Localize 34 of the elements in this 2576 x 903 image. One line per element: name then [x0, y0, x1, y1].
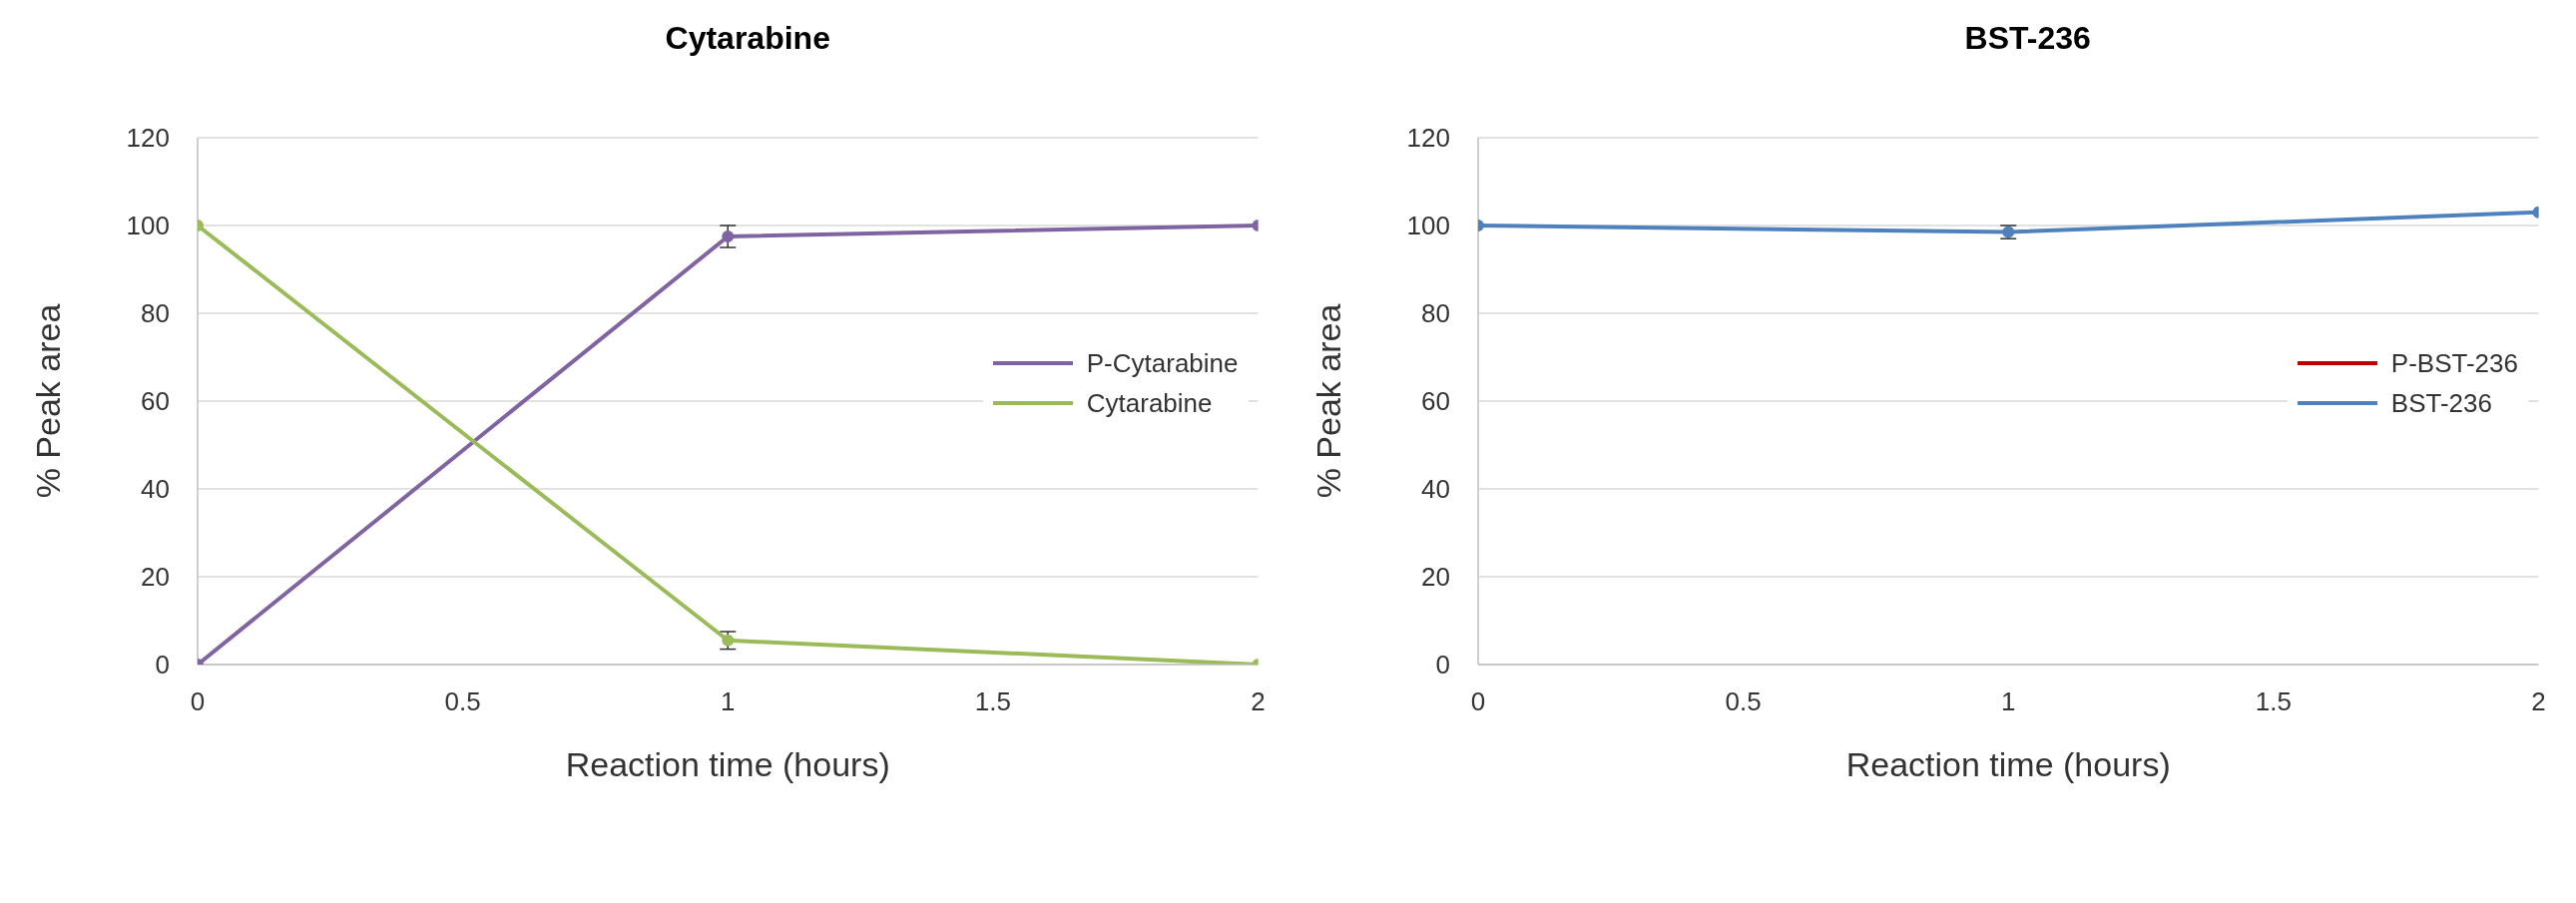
y-tick-label: 40 [141, 474, 170, 505]
y-tick-label: 20 [141, 562, 170, 593]
y-tick-label: 0 [155, 650, 170, 680]
x-tick-label: 0.5 [444, 686, 481, 717]
legend-label: P-Cytarabine [1086, 347, 1239, 379]
y-tick-label: 60 [141, 386, 170, 417]
y-tick-label: 80 [141, 298, 170, 329]
x-axis-title: Reaction time (hours) [565, 745, 890, 783]
y-tick-label: 120 [126, 123, 170, 154]
legend-label: Cytarabine [1086, 387, 1213, 419]
legend-label: BST-236 [2390, 387, 2492, 419]
y-tick-label: 80 [1420, 298, 1450, 329]
x-tick-label: 1 [721, 686, 736, 717]
y-axis-title: % Peak area [1308, 303, 1347, 499]
x-tick-label: 0 [190, 686, 206, 717]
x-tick-label: 0 [1470, 686, 1485, 717]
y-tick-label: 100 [126, 211, 170, 241]
y-axis-title: % Peak area [29, 303, 68, 499]
x-tick-label: 2 [1251, 686, 1266, 717]
x-tick-label: 2 [2530, 686, 2546, 717]
legend-label: P-BST-236 [2390, 347, 2518, 379]
x-tick-label: 1.5 [2255, 686, 2292, 717]
y-tick-label: 20 [1420, 562, 1450, 593]
y-tick-label: 60 [1420, 386, 1450, 417]
x-axis-title: Reaction time (hours) [1845, 745, 2171, 783]
y-tick-label: 120 [1406, 123, 1450, 154]
y-tick-label: 0 [1435, 650, 1450, 680]
x-tick-label: 1 [2000, 686, 2015, 717]
x-tick-label: 0.5 [1725, 686, 1762, 717]
y-tick-label: 100 [1406, 211, 1450, 241]
x-tick-label: 1.5 [974, 686, 1011, 717]
chart-title: Cytarabine [664, 20, 831, 57]
y-tick-label: 40 [1420, 474, 1450, 505]
chart-title: BST-236 [1963, 20, 2092, 57]
